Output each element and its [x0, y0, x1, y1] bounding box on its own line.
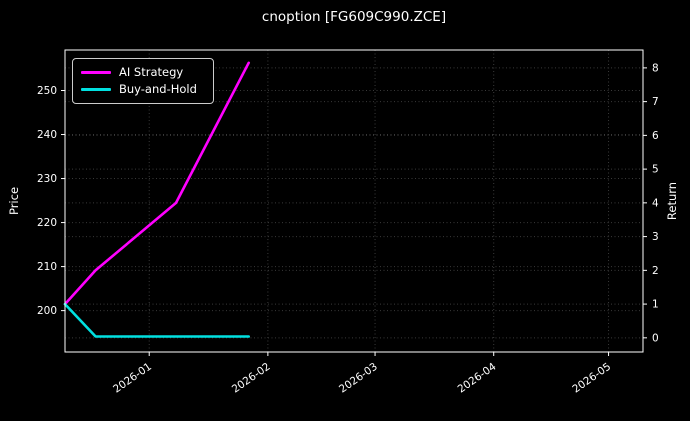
right-tick-label: 5 [652, 164, 659, 176]
ai-strategy-line-swatch [81, 70, 111, 75]
left-tick-label: 250 [37, 85, 57, 97]
right-tick-label: 1 [652, 299, 659, 311]
right-axis-label: Return [665, 181, 679, 221]
legend-item-ai-strategy: AI Strategy [81, 64, 205, 79]
x-tick-label: 2026-03 [337, 361, 380, 396]
legend: AI Strategy Buy-and-Hold [72, 58, 214, 104]
plot-spines [64, 49, 644, 353]
left-tick-label: 230 [37, 173, 57, 185]
right-tick-label: 6 [652, 130, 659, 142]
x-tick-label: 2026-05 [570, 361, 613, 396]
right-tick-label: 7 [652, 96, 659, 108]
legend-label-ai-strategy: AI Strategy [119, 64, 184, 79]
right-tick-label: 3 [652, 231, 659, 243]
right-tick-label: 4 [652, 197, 659, 209]
left-axis-label: Price [7, 186, 21, 216]
right-tick-label: 8 [652, 62, 659, 74]
left-tick-label: 200 [37, 305, 57, 317]
buy-and-hold-line-swatch [81, 87, 111, 92]
series-line-buy-and-hold [63, 302, 250, 338]
chart-title: cnoption [FG609C990.ZCE] [261, 9, 447, 25]
right-tick-label: 2 [652, 265, 659, 277]
right-tick-label: 0 [652, 332, 659, 344]
legend-label-buy-and-hold: Buy-and-Hold [119, 81, 197, 96]
series-line-ai-strategy [63, 61, 250, 306]
x-tick-label: 2026-01 [111, 361, 154, 396]
legend-item-buy-and-hold: Buy-and-Hold [81, 81, 205, 96]
x-tick-label: 2026-04 [456, 360, 499, 395]
left-tick-label: 210 [37, 261, 57, 273]
left-tick-label: 240 [37, 129, 57, 141]
left-tick-label: 220 [37, 217, 57, 229]
x-tick-label: 2026-02 [230, 361, 273, 396]
